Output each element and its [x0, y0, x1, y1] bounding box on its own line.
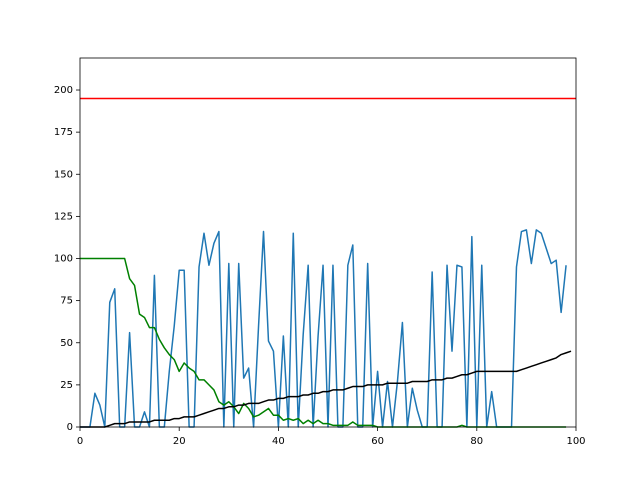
plot-frame	[79, 57, 577, 428]
x-tick-label: 80	[470, 436, 483, 447]
x-tick-label: 0	[77, 436, 83, 447]
y-tick-label: 75	[60, 296, 73, 307]
y-tick-label: 175	[54, 127, 73, 138]
y-tick-label: 0	[67, 422, 73, 433]
y-tick-label: 100	[54, 254, 73, 265]
y-tick-label: 50	[60, 338, 73, 349]
y-tick-label: 125	[54, 211, 73, 222]
x-tick-label: 40	[272, 436, 285, 447]
x-tick-label: 60	[371, 436, 384, 447]
y-tick-label: 200	[54, 85, 73, 96]
x-tick-label: 100	[566, 436, 585, 447]
y-tick-label: 150	[54, 169, 73, 180]
y-tick-label: 25	[60, 380, 73, 391]
plot-background	[80, 58, 576, 427]
x-tick-label: 20	[173, 436, 186, 447]
series-line	[80, 350, 572, 428]
